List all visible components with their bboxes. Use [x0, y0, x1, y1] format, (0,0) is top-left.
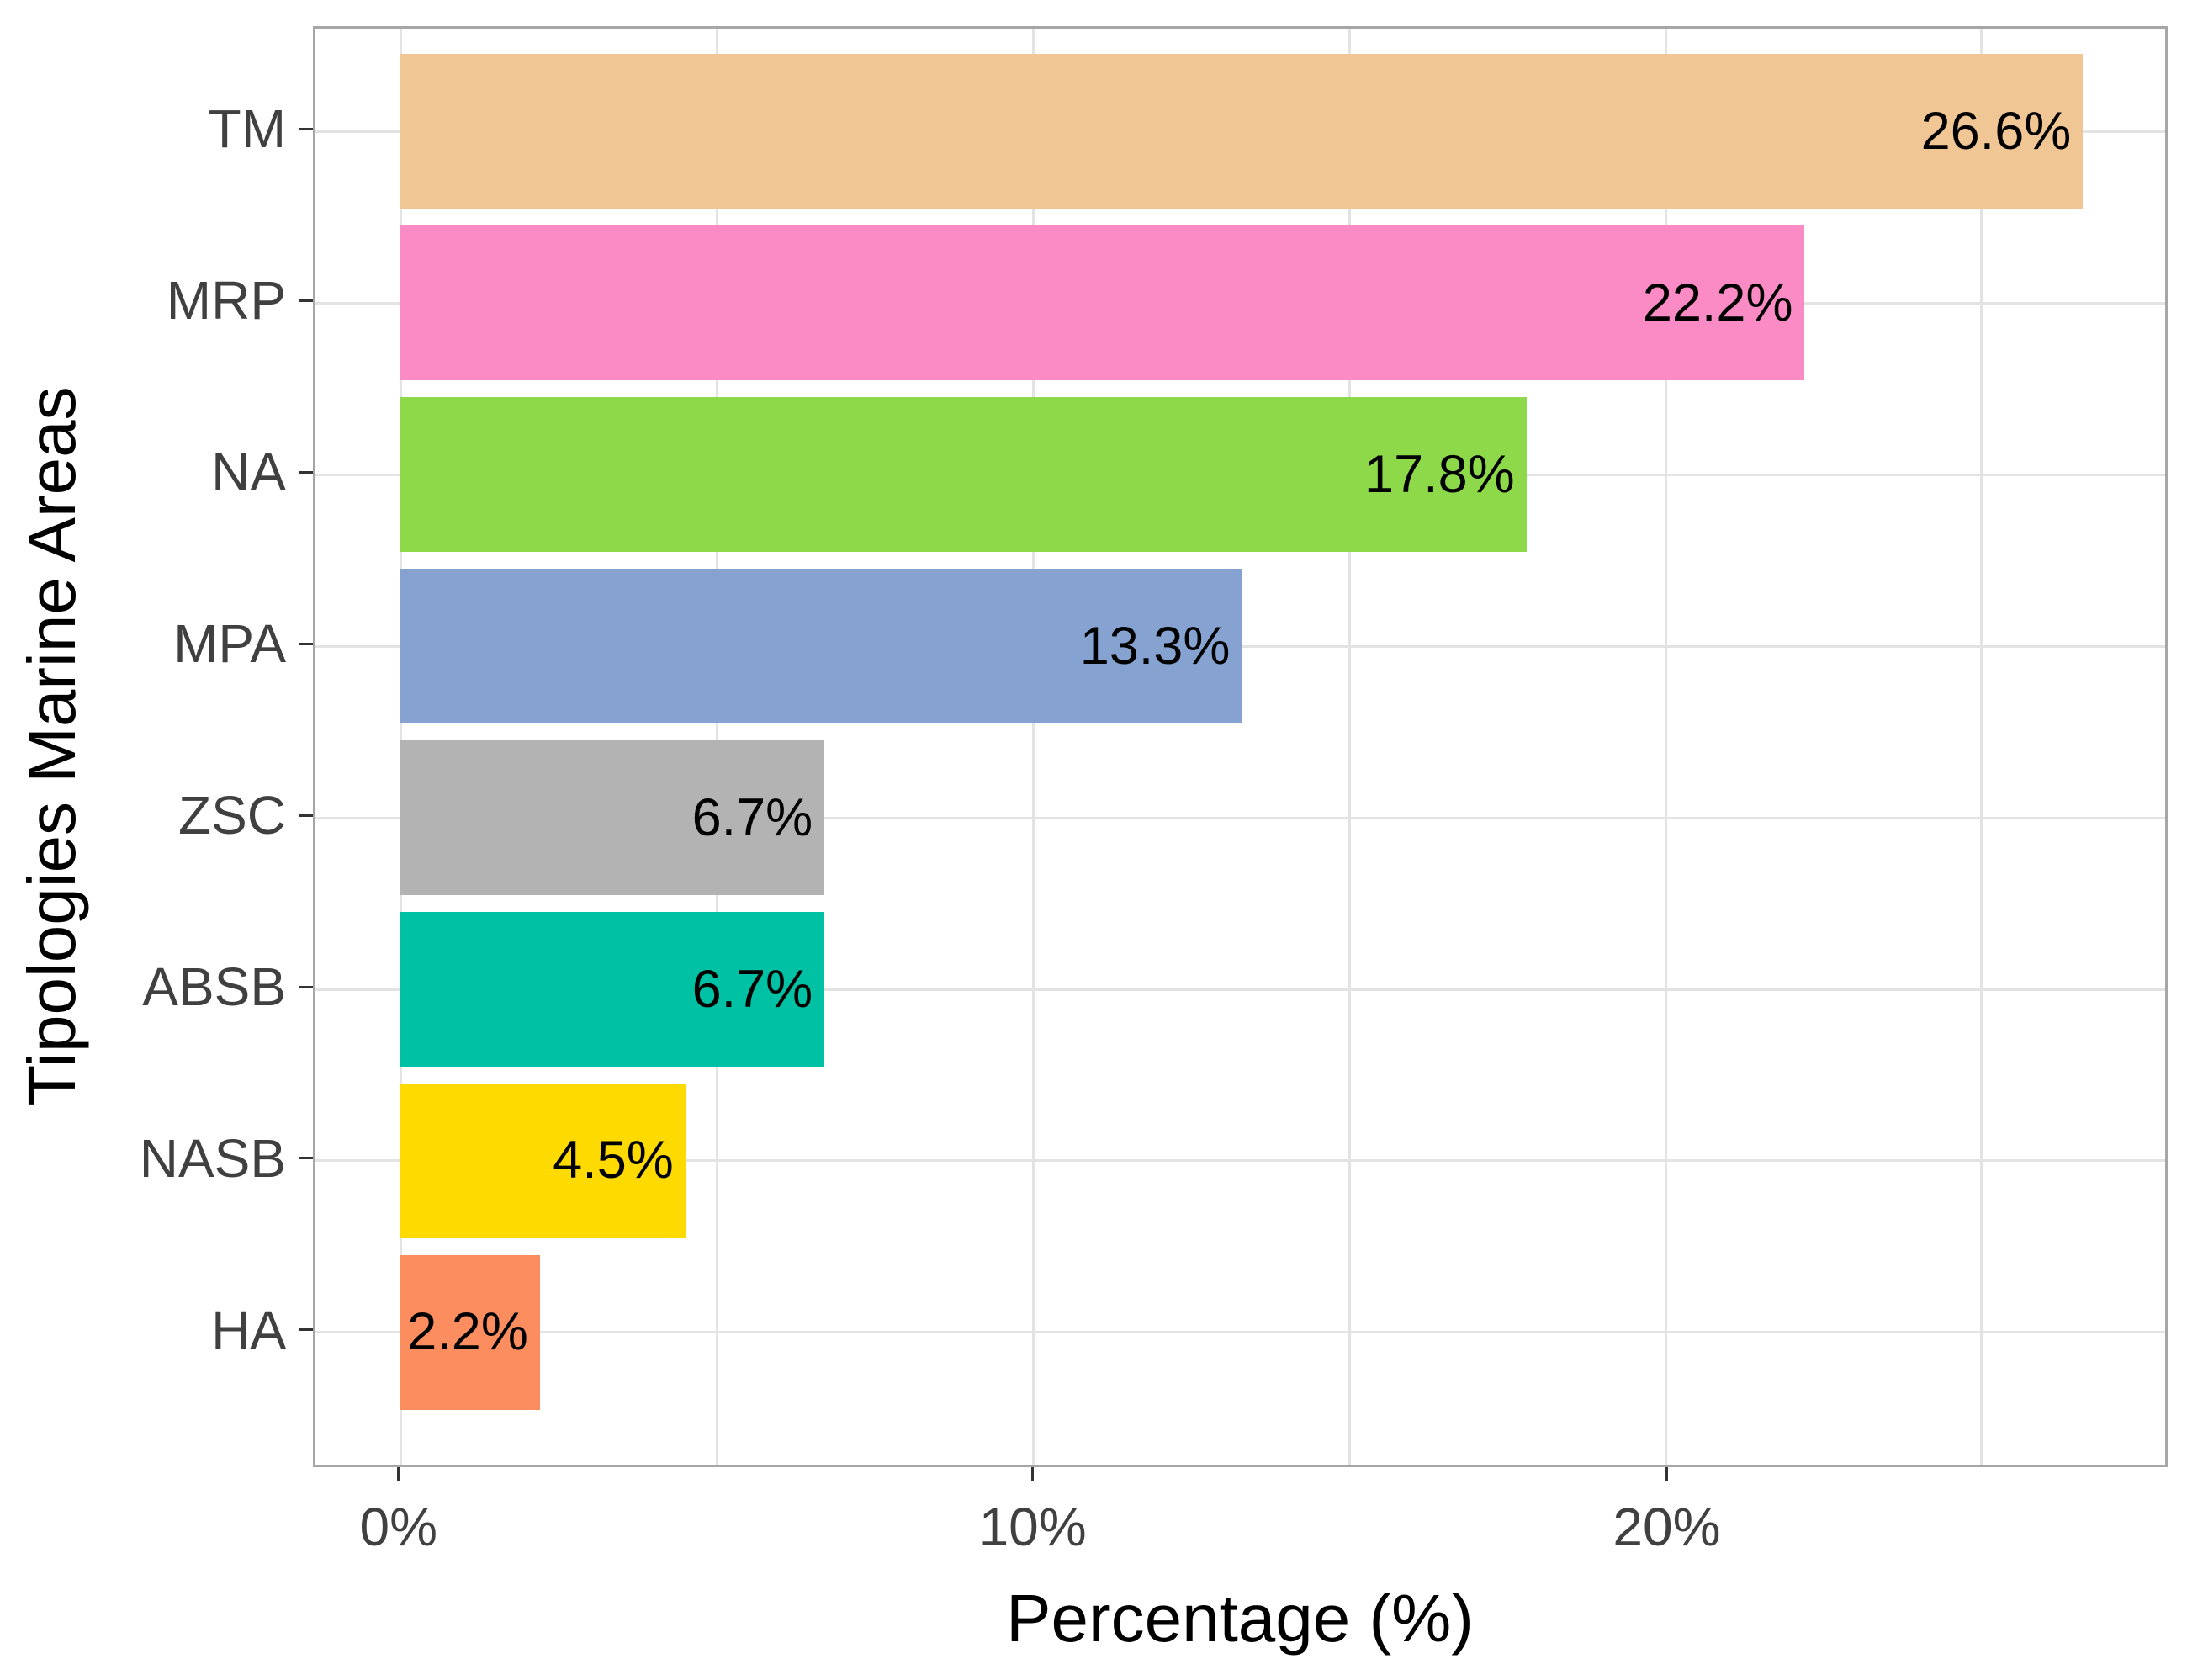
y-tick-label-HA: HA [211, 1299, 286, 1360]
x-tick-label-0: 0% [359, 1497, 438, 1557]
bar-TM: 26.6% [400, 54, 2084, 209]
y-tick-ABSB [299, 985, 313, 988]
horizontal-gridline-ZSC [315, 816, 2165, 819]
bar-ABSB: 6.7% [400, 912, 825, 1067]
x-tick-20 [1665, 1467, 1668, 1481]
x-tick-label-10: 10% [978, 1497, 1087, 1557]
bar-NASB: 4.5% [400, 1083, 686, 1238]
bar-ZSC: 6.7% [400, 740, 825, 896]
y-tick-label-TM: TM [208, 98, 286, 160]
y-tick-MRP [299, 299, 313, 302]
y-tick-label-MPA: MPA [173, 613, 286, 675]
y-tick-HA [299, 1328, 313, 1332]
y-tick-NA [299, 470, 313, 474]
bar-value-label-NA: 17.8% [1364, 444, 1515, 504]
bar-value-label-ZSC: 6.7% [691, 787, 813, 847]
bar-value-label-TM: 26.6% [1920, 101, 2072, 161]
bar-value-label-ABSB: 6.7% [691, 959, 813, 1019]
horizontal-gridline-HA [315, 1331, 2165, 1334]
horizontal-gridline-NASB [315, 1159, 2165, 1163]
bar-MPA: 13.3% [400, 569, 1242, 724]
vertical-gridline-15 [1348, 29, 1351, 1465]
bar-value-label-MRP: 22.2% [1642, 273, 1793, 332]
vertical-gridline-20 [1664, 29, 1667, 1465]
y-tick-TM [299, 127, 313, 130]
bar-HA: 2.2% [400, 1254, 540, 1410]
bar-MRP: 22.2% [400, 225, 1805, 381]
y-tick-label-NASB: NASB [139, 1127, 286, 1189]
y-tick-label-ABSB: ABSB [142, 957, 286, 1017]
vertical-gridline-25 [1980, 29, 1983, 1465]
x-tick-label-20: 20% [1613, 1497, 1721, 1557]
x-tick-10 [1031, 1467, 1035, 1481]
bar-NA: 17.8% [400, 397, 1527, 553]
y-tick-NASB [299, 1157, 313, 1160]
vertical-gridline-10 [1031, 29, 1035, 1465]
y-tick-label-MRP: MRP [166, 270, 286, 331]
horizontal-gridline-ABSB [315, 988, 2165, 991]
y-axis-title: Tipologies Marine Areas [14, 386, 89, 1106]
y-tick-label-ZSC: ZSC [178, 785, 286, 846]
plot-panel: 26.6% 22.2% 17.8% 13.3% 6.7% 6.7% 4.5% 2.2% [313, 26, 2168, 1467]
x-tick-0 [397, 1467, 400, 1481]
y-tick-ZSC [299, 814, 313, 817]
bar-value-label-MPA: 13.3% [1079, 616, 1231, 676]
bar-value-label-NASB: 4.5% [553, 1131, 674, 1190]
y-tick-MPA [299, 642, 313, 645]
bar-value-label-HA: 2.2% [407, 1302, 528, 1362]
x-axis-title: Percentage (%) [1006, 1581, 1474, 1656]
y-tick-label-NA: NA [211, 442, 286, 503]
